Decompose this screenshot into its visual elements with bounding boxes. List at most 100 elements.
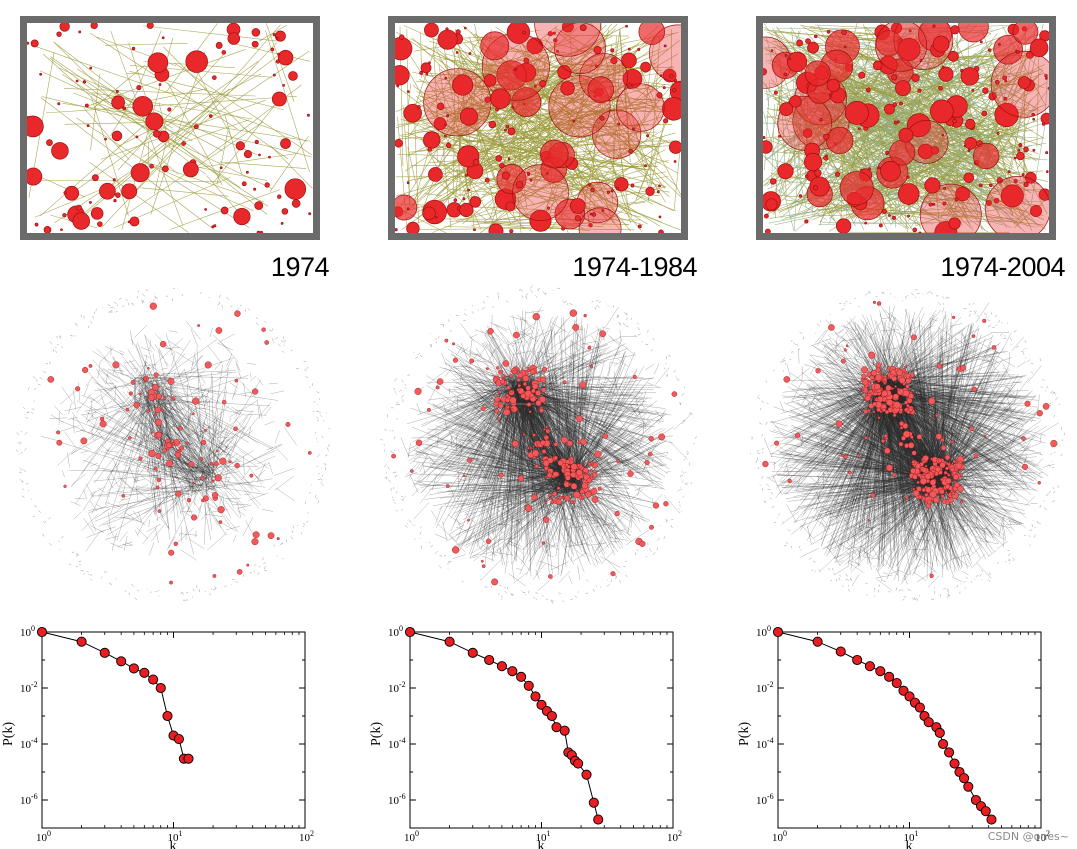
network-node bbox=[155, 453, 162, 459]
map-node bbox=[395, 228, 398, 232]
network-node bbox=[452, 342, 455, 346]
network-edge bbox=[151, 378, 164, 382]
network-edge bbox=[213, 476, 246, 511]
network-edge bbox=[576, 541, 591, 545]
data-point bbox=[155, 682, 166, 694]
ring-fragment bbox=[463, 312, 467, 317]
network-edge bbox=[140, 364, 157, 367]
network-node bbox=[436, 378, 444, 385]
map-node bbox=[219, 166, 223, 170]
map-node bbox=[56, 31, 62, 37]
network-edge bbox=[154, 344, 164, 360]
network-edge bbox=[491, 452, 498, 456]
ring-fragment bbox=[420, 526, 422, 528]
map-node bbox=[395, 138, 403, 148]
map-edge bbox=[528, 177, 573, 189]
network-edge bbox=[654, 483, 659, 488]
network-edge bbox=[182, 466, 184, 471]
map-node bbox=[406, 221, 420, 233]
network-edge bbox=[130, 489, 191, 509]
network-edge bbox=[549, 321, 568, 333]
ring-fragment bbox=[56, 344, 59, 346]
ring-fragment bbox=[645, 556, 648, 558]
ring-fragment bbox=[33, 400, 35, 402]
network-edge bbox=[70, 501, 81, 506]
network-edge bbox=[524, 393, 548, 440]
network-edge bbox=[91, 403, 146, 514]
network-edge bbox=[90, 416, 99, 434]
network-edge bbox=[614, 512, 628, 526]
network-node bbox=[261, 327, 266, 332]
ring-fragment bbox=[541, 595, 544, 597]
map-node bbox=[622, 68, 643, 89]
network-edge bbox=[218, 333, 235, 343]
network-edge bbox=[132, 510, 140, 521]
ring-fragment bbox=[394, 390, 396, 393]
map-node bbox=[270, 47, 275, 52]
map-edge bbox=[508, 130, 662, 226]
map-node bbox=[60, 228, 63, 232]
network-edge bbox=[220, 342, 239, 363]
network-edge bbox=[585, 379, 589, 383]
network-edge bbox=[264, 406, 272, 416]
network-edge bbox=[127, 349, 210, 471]
network-edge bbox=[158, 350, 167, 390]
map-node bbox=[539, 80, 547, 88]
network-edge bbox=[101, 444, 109, 452]
network-node bbox=[506, 385, 511, 390]
network-edge bbox=[609, 471, 618, 483]
network-edge bbox=[584, 503, 601, 507]
network-edge bbox=[49, 417, 68, 419]
network-edge bbox=[217, 342, 234, 351]
map-node bbox=[601, 209, 605, 212]
network-edge bbox=[225, 445, 233, 464]
network-edge bbox=[147, 384, 217, 392]
network-node bbox=[528, 410, 532, 414]
network-node bbox=[644, 460, 650, 466]
network-edge bbox=[131, 362, 142, 375]
network-edge bbox=[145, 425, 148, 440]
network-edge bbox=[521, 386, 672, 416]
ring-fragment bbox=[94, 311, 96, 314]
network-edge bbox=[514, 340, 524, 394]
network-edge bbox=[578, 352, 588, 365]
network-node bbox=[556, 486, 561, 490]
network-edge bbox=[435, 506, 442, 525]
network-edge bbox=[204, 513, 223, 517]
ring-fragment bbox=[585, 579, 589, 582]
network-edge bbox=[599, 382, 613, 391]
network-edge bbox=[189, 539, 205, 549]
network-edge bbox=[94, 380, 160, 391]
network-edge bbox=[553, 382, 567, 402]
map-node bbox=[111, 130, 123, 142]
map-edge bbox=[419, 79, 661, 227]
network-edge bbox=[62, 470, 65, 478]
network-node bbox=[167, 377, 175, 385]
map-node bbox=[658, 229, 664, 233]
network-edge bbox=[217, 436, 234, 439]
network-edge bbox=[119, 362, 142, 385]
network-node bbox=[178, 425, 183, 431]
network-node bbox=[172, 442, 176, 446]
map-node bbox=[243, 150, 253, 159]
network-edge bbox=[234, 417, 245, 430]
map-edge bbox=[442, 107, 571, 111]
map-edge bbox=[458, 87, 522, 207]
network-edge bbox=[514, 383, 557, 541]
network-edge bbox=[519, 330, 539, 342]
ring-fragment bbox=[181, 591, 184, 595]
network-edge bbox=[617, 517, 630, 533]
network-edge bbox=[513, 510, 528, 524]
network-node bbox=[153, 466, 158, 471]
network-node bbox=[550, 500, 554, 504]
network-edge bbox=[597, 543, 611, 554]
map-node bbox=[459, 107, 478, 126]
network-edge bbox=[555, 327, 604, 469]
ring-fragment bbox=[533, 597, 536, 599]
network-edge bbox=[434, 428, 438, 434]
network-edge bbox=[164, 434, 213, 471]
map-edge bbox=[592, 111, 681, 198]
ring-fragment bbox=[230, 306, 233, 308]
map-edge bbox=[413, 92, 495, 201]
ring-fragment bbox=[481, 306, 485, 311]
